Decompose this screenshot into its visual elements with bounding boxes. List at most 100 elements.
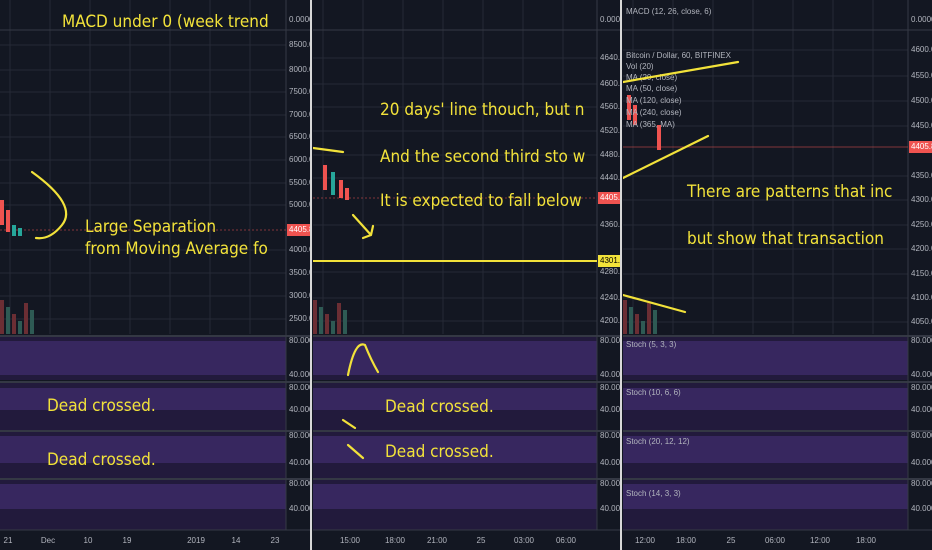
stoch-tick-label: 40.0000: [600, 504, 629, 513]
time-tick-label: 10: [84, 536, 93, 545]
candle: [339, 180, 343, 198]
price-tick-label: 3500.0: [289, 268, 314, 277]
annotation: It is expected to fall below: [380, 191, 582, 211]
price-tick-label: 4300.0: [911, 195, 932, 204]
volume-bar: [18, 321, 22, 334]
volume-bar: [12, 314, 16, 334]
volume-bar: [653, 310, 657, 334]
stoch-tick-label: 80.0000: [600, 336, 629, 345]
drawing: [623, 293, 687, 314]
volume-bar: [331, 321, 335, 334]
volume-bar: [24, 303, 28, 334]
volume-bar: [30, 310, 34, 334]
time-tick-label: 15:00: [340, 536, 361, 545]
volume-bar: [0, 300, 4, 334]
price-tick-label: 4360.0: [600, 220, 625, 229]
stoch-band: [0, 388, 286, 410]
price-tick-label: 4600.0: [600, 79, 625, 88]
price-tick-label: 4240.0: [600, 293, 625, 302]
time-tick-label: Dec: [41, 536, 55, 545]
drawing: [346, 443, 365, 460]
time-tick-label: 18:00: [676, 536, 697, 545]
candle: [6, 210, 10, 232]
stoch-band: [623, 388, 908, 410]
stoch-band: [0, 341, 286, 375]
top-value: 0.0000: [289, 15, 314, 24]
time-tick-label: 18:00: [385, 536, 406, 545]
price-tick-label: 6500.0: [289, 132, 314, 141]
stoch-band: [0, 484, 286, 509]
stoch-tick-label: 80.0000: [289, 431, 318, 440]
price-label-box: [909, 141, 932, 153]
price-tick-label: 4280.0: [600, 267, 625, 276]
annotation: but show that transaction: [687, 229, 884, 249]
drawing: [351, 213, 375, 240]
indicator-legend: MA (120, close): [626, 96, 682, 105]
volume-bar: [623, 300, 627, 334]
time-tick-label: 25: [477, 536, 486, 545]
price-tick-label: 4200.0: [911, 244, 932, 253]
candle: [633, 105, 637, 125]
time-tick-label: 06:00: [556, 536, 577, 545]
stoch-tick-label: 80.0000: [911, 383, 932, 392]
time-tick-label: 2019: [187, 536, 205, 545]
stoch-tick-label: 40.0000: [600, 370, 629, 379]
stoch-tick-label: 80.0000: [600, 479, 629, 488]
price-tick-label: 4480.0: [600, 150, 625, 159]
stoch-tick-label: 40.0000: [289, 504, 318, 513]
price-label: 4405.8: [600, 193, 625, 202]
candle: [12, 225, 16, 236]
annotation: from Moving Average fo: [85, 239, 268, 259]
candle: [345, 188, 349, 200]
drawing: [623, 134, 710, 180]
annotation: Dead crossed.: [47, 450, 156, 470]
candle: [627, 95, 631, 120]
indicator-legend: Stoch (5, 3, 3): [626, 340, 677, 349]
stoch-tick-label: 40.0000: [600, 458, 629, 467]
indicator-legend: Stoch (10, 6, 6): [626, 388, 681, 397]
price-tick-label: 4200.0: [600, 316, 625, 325]
price-tick-label: 4000.0: [289, 245, 314, 254]
price-label: 4405.8: [289, 225, 314, 234]
line-label-box: [598, 255, 621, 267]
price-tick-label: 6000.0: [289, 155, 314, 164]
stoch-tick-label: 40.0000: [289, 405, 318, 414]
drawing: [623, 60, 740, 84]
stoch-tick-label: 40.0000: [289, 458, 318, 467]
stoch-band: [313, 341, 597, 375]
stoch-band: [623, 484, 908, 509]
candle: [18, 228, 22, 236]
price-tick-label: 5500.0: [289, 178, 314, 187]
price-tick-label: 4050.0: [911, 317, 932, 326]
price-tick-label: 4640.0: [600, 53, 625, 62]
volume-bar: [319, 307, 323, 334]
volume-bar: [647, 303, 651, 334]
volume-bar: [6, 307, 10, 334]
stoch-tick-label: 80.0000: [911, 431, 932, 440]
annotation: There are patterns that inc: [686, 182, 892, 202]
volume-bar: [313, 300, 317, 334]
price-tick-label: 4350.0: [911, 171, 932, 180]
indicator-legend: Vol (20): [626, 62, 654, 71]
candle: [657, 125, 661, 150]
volume-bar: [325, 314, 329, 334]
annotation: Dead crossed.: [47, 396, 156, 416]
stoch-tick-label: 80.0000: [289, 479, 318, 488]
price-tick-label: 8500.0: [289, 40, 314, 49]
price-tick-label: 4560.0: [600, 102, 625, 111]
stoch-tick-label: 80.0000: [600, 383, 629, 392]
price-tick-label: 4500.0: [911, 96, 932, 105]
indicator-legend: MA (240, close): [626, 108, 682, 117]
price-tick-label: 4600.0: [911, 45, 932, 54]
price-tick-label: 4450.0: [911, 121, 932, 130]
price-tick-label: 4250.0: [911, 220, 932, 229]
price-tick-label: 4150.0: [911, 269, 932, 278]
annotation: 20 days' line thouch, but n: [380, 100, 584, 120]
price-tick-label: 7000.0: [289, 110, 314, 119]
stoch-tick-label: 80.0000: [289, 383, 318, 392]
candle: [0, 200, 4, 225]
volume-bar: [337, 303, 341, 334]
price-tick-label: 5000.0: [289, 200, 314, 209]
indicator-legend: Stoch (14, 3, 3): [626, 489, 681, 498]
